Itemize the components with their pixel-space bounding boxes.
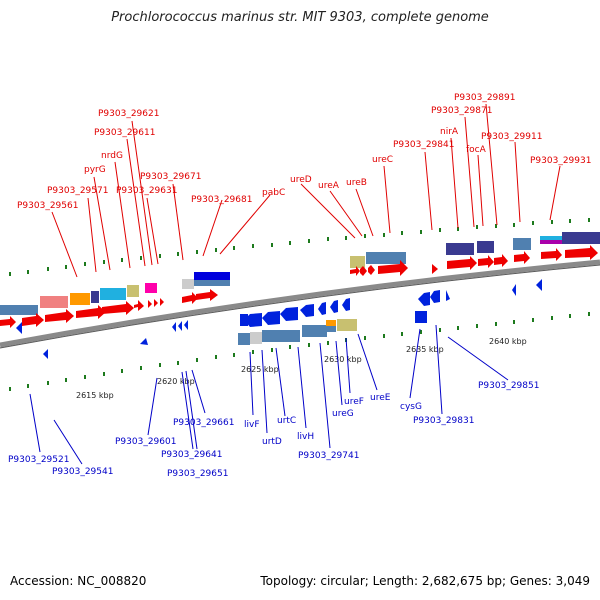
gene-label: ureE (370, 393, 391, 403)
gene-label: P9303_29561 (17, 201, 78, 211)
gene-label: P9303_29681 (191, 195, 252, 205)
map-title: Prochlorococcus marinus str. MIT 9303, c… (111, 10, 489, 25)
gene-label: nirA (440, 127, 459, 137)
gene-label: pyrG (84, 165, 106, 175)
upper-scale-ticks (9, 218, 590, 276)
scale-label-2615: 2615 kbp (76, 391, 114, 400)
scale-label-2635: 2635 kbp (406, 345, 444, 354)
gene-label: urtC (277, 416, 296, 426)
gene-label: ureD (290, 175, 312, 185)
gene-label: nrdG (101, 151, 123, 161)
gene-label: ureG (332, 409, 354, 419)
accession-text: Accession: NC_008820 (10, 574, 147, 588)
reverse-feature-bars (238, 319, 357, 345)
genome-backbone (0, 259, 600, 348)
gene-label: P9303_29931 (530, 156, 591, 166)
scale-label-2630: 2630 kbp (324, 355, 362, 364)
forward-label-leaders (51, 103, 561, 278)
gene-label: P9303_29841 (393, 140, 454, 150)
gene-label: pabC (262, 188, 285, 198)
reverse-gene-arrows (16, 279, 542, 359)
gene-label: P9303_29521 (8, 455, 69, 465)
gene-label: P9303_29741 (298, 451, 359, 461)
gene-label: P9303_29571 (47, 186, 108, 196)
scale-label-2620: 2620 kbp (157, 377, 195, 386)
genome-backbone-shadow (0, 264, 600, 349)
gene-label: ureB (346, 178, 367, 188)
forward-feature-bars (0, 232, 600, 315)
forward-gene-arrows (0, 245, 598, 328)
gene-label: urtD (262, 437, 282, 447)
gene-label: P9303_29851 (478, 381, 539, 391)
reverse-label-leaders (29, 324, 509, 465)
lower-scale-ticks (9, 312, 590, 391)
gene-label: ureA (318, 181, 340, 191)
gene-label: ureC (372, 155, 393, 165)
gene-label: focA (466, 145, 487, 155)
gene-label: P9303_29911 (481, 132, 542, 142)
gene-label: livH (297, 432, 314, 442)
gene-label: P9303_29651 (167, 469, 228, 479)
gene-label: P9303_29621 (98, 109, 159, 119)
gene-label: P9303_29661 (173, 418, 234, 428)
gene-label: P9303_29641 (161, 450, 222, 460)
scale-label-2640: 2640 kbp (489, 337, 527, 346)
gene-label: P9303_29831 (413, 416, 474, 426)
genome-summary-text: Topology: circular; Length: 2,682,675 bp… (260, 574, 590, 588)
gene-label: P9303_29631 (116, 186, 177, 196)
gene-label: P9303_29611 (94, 128, 155, 138)
gene-label: ureF (344, 397, 364, 407)
gene-label: P9303_29891 (454, 93, 515, 103)
gene-label: cysG (400, 402, 422, 412)
scale-label-2625: 2625 kbp (241, 365, 279, 374)
gene-label: P9303_29541 (52, 467, 113, 477)
gene-label: P9303_29871 (431, 106, 492, 116)
gene-label: P9303_29671 (140, 172, 201, 182)
gene-label: livF (244, 420, 260, 430)
gene-label: P9303_29601 (115, 437, 176, 447)
